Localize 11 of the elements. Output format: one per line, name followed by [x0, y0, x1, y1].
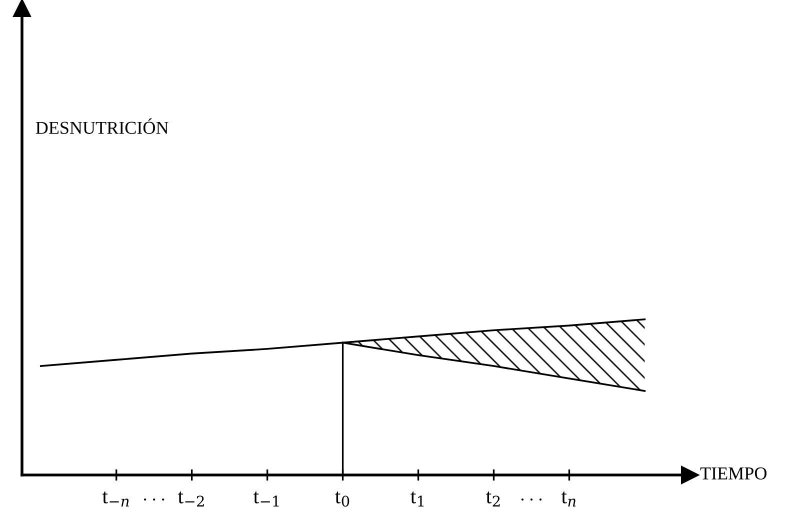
x-tick-label: t$_{1}$ — [410, 491, 424, 506]
text: DESNUTRICIÓN — [36, 118, 168, 134]
text: . . . — [521, 498, 542, 501]
x-tick-label: t$_{n}$ — [561, 491, 576, 506]
x-tick-label: t$_{2}$ — [486, 491, 500, 506]
x-tick-label: t$_{−n}$ — [102, 491, 129, 506]
x-axis-title: TIEMPO — [700, 467, 766, 480]
x-tick-label: t$_{0}$ — [335, 491, 350, 507]
text: . . . — [144, 498, 164, 501]
x-tick-label: t$_{−1}$ — [253, 491, 279, 506]
x-tick-label: t$_{−2}$ — [178, 491, 204, 506]
